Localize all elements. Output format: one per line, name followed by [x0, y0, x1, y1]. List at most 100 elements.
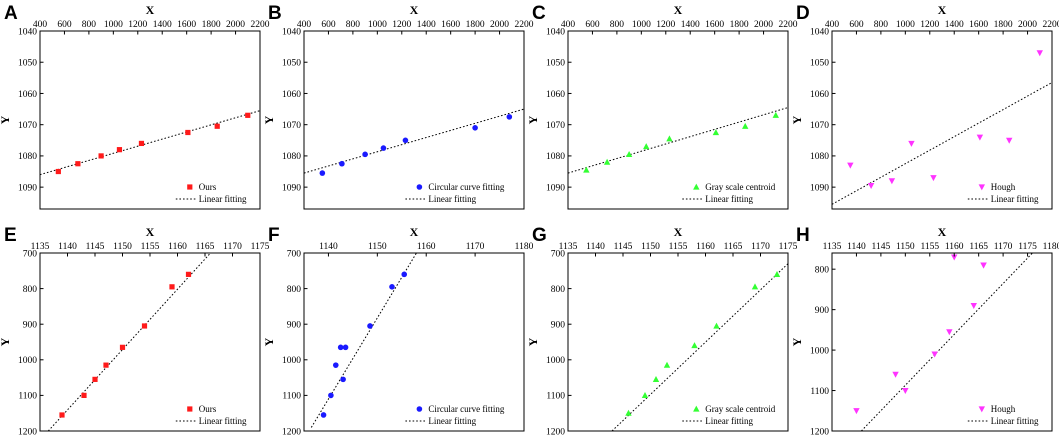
panel-g-point-3 — [652, 375, 660, 382]
panel-b-point-7 — [506, 114, 513, 120]
panel-h-y-tick-label: 900 — [815, 306, 830, 316]
panel-f-linear-fit-line — [310, 253, 417, 428]
panel-c-x-tick-label: 1800 — [730, 20, 749, 30]
panel-h-x-tick-label: 1140 — [847, 242, 866, 252]
panel-c-x-tick-label: 1000 — [632, 20, 651, 30]
panel-e-point-1 — [59, 412, 65, 418]
panel-f-point-1 — [320, 412, 327, 418]
panel-h-x-tick-label: 1165 — [969, 242, 988, 252]
panel-b-legend-marker — [416, 184, 423, 190]
panel-c-point-4 — [643, 143, 650, 150]
panel-f-y-tick-label: 1000 — [282, 356, 301, 366]
panel-a-linear-fit-line — [40, 110, 260, 176]
panel-g-point-6 — [713, 322, 720, 329]
panel-c-legend: Gray scale centroid Linear fitting — [682, 182, 776, 204]
panel-b-x-tick-label: 1200 — [392, 20, 411, 30]
panel-h-point-3 — [902, 387, 909, 394]
panel-e-x-tick-label: 1165 — [196, 242, 215, 252]
panel-g-x-axis-title: X — [674, 225, 683, 239]
panel-c-legend-label-linear-fitting: Linear fitting — [705, 194, 753, 204]
panel-h-y-tick-label: 1100 — [810, 387, 829, 397]
panel-h-y-tick-label: 1200 — [810, 427, 829, 437]
panel-g-x-tick-label: 1135 — [559, 242, 578, 252]
panel-e-point-4 — [103, 362, 109, 368]
panel-f-x-tick-label: 1150 — [368, 242, 387, 252]
panel-h-y-tick-label: 1000 — [810, 346, 829, 356]
panel-c-x-tick-label: 2200 — [779, 20, 798, 30]
panel-a: A X Y 400 600 800 1000 1200 1400 1600 1800 2000 2200… — [0, 3, 270, 210]
panel-h-x-tick-label: 1175 — [1018, 242, 1037, 252]
panel-b-linear-fit-line — [304, 108, 524, 174]
panel-a-legend-label-ours: Ours — [199, 182, 217, 192]
panel-d-point-3 — [888, 178, 896, 185]
panel-d-y-tick-label: 1050 — [810, 59, 829, 69]
panel-a-frame — [39, 30, 261, 210]
panel-h: H X Y 1135 1140 1145 1150 1155 1160 1165 1170 1175 1… — [790, 225, 1059, 437]
panel-d-x-tick-label: 1400 — [945, 20, 964, 30]
panel-h-x-tick-label: 1155 — [920, 242, 939, 252]
panel-a-x-axis-title: X — [146, 3, 155, 17]
panel-e-y-axis-title: Y — [0, 337, 12, 346]
panel-b-y-tick-label: 1060 — [282, 90, 301, 100]
panel-h-x-axis-title: X — [938, 225, 947, 239]
panel-g-x-tick-label: 1140 — [586, 242, 605, 252]
panel-c-point-2 — [603, 158, 611, 165]
panel-g-legend-label-linear-fitting: Linear fitting — [705, 416, 753, 426]
panel-b-y-tick-label: 1070 — [282, 121, 301, 131]
panel-g-point-8 — [773, 270, 781, 277]
panel-a-y-tick-label: 1080 — [18, 152, 37, 162]
panel-h-linear-fit-line — [860, 253, 1033, 431]
panel-c-y-tick-label: 1060 — [546, 90, 565, 100]
panel-a-point-5 — [138, 140, 145, 147]
panel-d-y-tick-label: 1070 — [810, 121, 829, 131]
panel-e-y-tick-label: 900 — [23, 321, 38, 331]
panel-c-point-6 — [712, 129, 720, 136]
panel-b-point-3 — [362, 151, 368, 158]
panel-f-point-7 — [367, 323, 373, 329]
panel-c-linear-fit-line — [568, 107, 788, 174]
panel-d-x-tick-label: 1200 — [920, 20, 939, 30]
panel-f-y-axis-title: Y — [262, 337, 276, 346]
panel-c-x-tick-label: 400 — [561, 20, 576, 30]
panel-e-x-tick-label: 1140 — [58, 242, 77, 252]
panel-c-point-3 — [625, 150, 633, 157]
panel-c-x-tick-label: 1400 — [681, 20, 700, 30]
panel-e-y-tick-label: 800 — [23, 285, 38, 295]
panel-d-legend-marker — [978, 184, 985, 191]
panel-c-point-1 — [583, 166, 590, 173]
panel-e-point-5 — [119, 344, 126, 350]
panel-a-x-tick-label: 1600 — [177, 20, 196, 30]
panel-h-y-tick-label: 800 — [815, 265, 830, 275]
panel-h-x-tick-label: 1170 — [994, 242, 1013, 252]
panel-g-x-tick-label: 1150 — [641, 242, 660, 252]
panel-f-x-tick-label: 1180 — [515, 242, 534, 252]
panel-e-y-tick-label: 700 — [23, 249, 38, 259]
panel-f-x-tick-label: 1170 — [466, 242, 485, 252]
panel-c-frame — [567, 30, 789, 210]
panel-h-x-tick-label: 1160 — [945, 242, 964, 252]
panel-b-legend-label-circular-curve-fitting: Circular curve fitting — [428, 182, 504, 192]
panel-d-y-tick-label: 1040 — [810, 27, 829, 37]
panel-c-point-5 — [666, 135, 673, 142]
panel-b-point-1 — [319, 170, 326, 176]
panel-f-y-tick-label: 700 — [287, 249, 302, 259]
panel-g-point-1 — [625, 409, 632, 416]
panel-f: F X Y 1140 1150 1160 1170 1180 700 800 900 1000 1100… — [262, 225, 534, 437]
panel-c: C X Y 400 600 800 1000 1200 1400 1600 1800 2000 2200… — [526, 3, 798, 210]
panel-g-point-7 — [751, 283, 759, 290]
panel-h-x-tick-label: 1145 — [872, 242, 891, 252]
panel-c-y-tick-label: 1080 — [546, 152, 565, 162]
panel-b-point-2 — [339, 160, 345, 167]
panel-b-y-tick-label: 1080 — [282, 152, 301, 162]
panel-f-point-6 — [342, 344, 349, 351]
panel-d-x-tick-label: 1800 — [994, 20, 1013, 30]
panel-c-x-tick-label: 2000 — [754, 20, 773, 30]
panel-f-y-tick-label: 1100 — [282, 392, 301, 402]
panel-e-y-tick-label: 1100 — [18, 392, 37, 402]
panel-a-point-4 — [116, 147, 123, 153]
panel-d-x-tick-label: 2200 — [1043, 20, 1059, 30]
panel-f-x-tick-label: 1140 — [319, 242, 338, 252]
panel-f-point-2 — [328, 392, 334, 399]
panel-h-x-tick-label: 1135 — [823, 242, 842, 252]
